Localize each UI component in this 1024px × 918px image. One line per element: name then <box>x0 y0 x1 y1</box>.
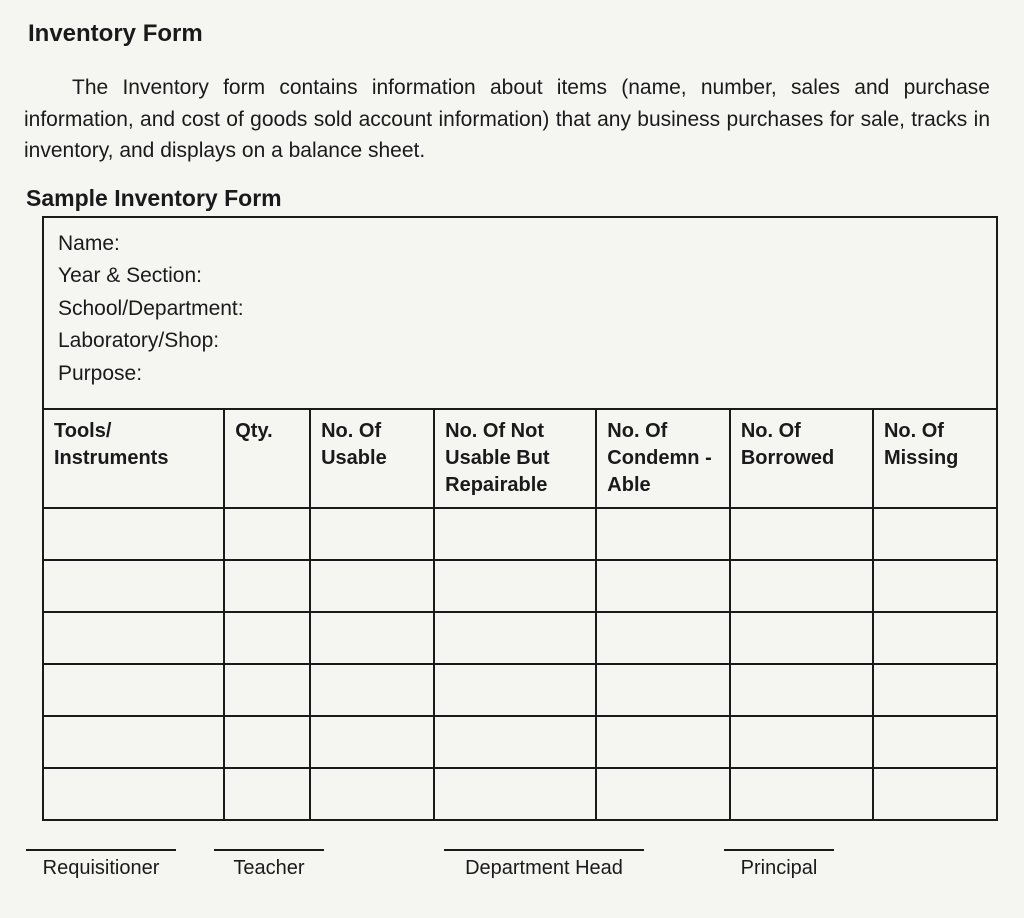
table-cell <box>434 768 596 820</box>
table-cell <box>224 560 310 612</box>
form-wrapper: Name: Year & Section: School/Department:… <box>42 216 998 822</box>
table-cell <box>596 612 730 664</box>
table-cell <box>873 716 997 768</box>
table-cell <box>224 768 310 820</box>
table-cell <box>310 768 434 820</box>
table-cell <box>873 768 997 820</box>
table-row <box>43 560 997 612</box>
table-cell <box>596 664 730 716</box>
table-row <box>43 664 997 716</box>
table-cell <box>310 716 434 768</box>
table-cell <box>310 508 434 560</box>
table-cell <box>43 664 224 716</box>
table-cell <box>43 612 224 664</box>
table-cell <box>434 716 596 768</box>
signature-label: Department Head <box>465 857 623 880</box>
inventory-table: Tools/ InstrumentsQty.No. Of UsableNo. O… <box>42 408 998 821</box>
signature-line <box>26 849 176 851</box>
table-cell <box>730 560 873 612</box>
table-cell <box>730 768 873 820</box>
table-cell <box>434 560 596 612</box>
table-row <box>43 508 997 560</box>
table-cell <box>310 664 434 716</box>
info-year-section: Year & Section: <box>58 260 982 293</box>
table-cell <box>873 508 997 560</box>
signature-label: Principal <box>741 857 818 880</box>
signature-requisitioner: Requisitioner <box>26 849 176 880</box>
table-cell <box>434 508 596 560</box>
table-cell <box>596 768 730 820</box>
table-cell <box>310 560 434 612</box>
subtitle: Sample Inventory Form <box>26 185 1000 212</box>
table-cell <box>730 612 873 664</box>
signature-line <box>214 849 324 851</box>
table-cell <box>224 716 310 768</box>
table-cell <box>873 612 997 664</box>
table-cell <box>43 508 224 560</box>
info-box: Name: Year & Section: School/Department:… <box>42 216 998 409</box>
signature-label: Teacher <box>233 857 304 880</box>
info-school-dept: School/Department: <box>58 293 982 326</box>
table-cell <box>224 612 310 664</box>
table-row <box>43 612 997 664</box>
table-cell <box>730 716 873 768</box>
table-cell <box>224 664 310 716</box>
table-cell <box>224 508 310 560</box>
table-cell <box>434 612 596 664</box>
signature-department-head: Department Head <box>444 849 644 880</box>
info-lab-shop: Laboratory/Shop: <box>58 325 982 358</box>
col-header-1: Qty. <box>224 409 310 508</box>
info-name: Name: <box>58 228 982 261</box>
col-header-3: No. Of Not Usable But Repairable <box>434 409 596 508</box>
table-cell <box>310 612 434 664</box>
table-cell <box>730 664 873 716</box>
table-cell <box>596 508 730 560</box>
info-purpose: Purpose: <box>58 358 982 391</box>
table-header-row: Tools/ InstrumentsQty.No. Of UsableNo. O… <box>43 409 997 508</box>
col-header-2: No. Of Usable <box>310 409 434 508</box>
signature-principal: Principal <box>724 849 834 880</box>
col-header-6: No. Of Missing <box>873 409 997 508</box>
table-row <box>43 716 997 768</box>
signature-line <box>724 849 834 851</box>
signature-line <box>444 849 644 851</box>
table-cell <box>43 716 224 768</box>
signature-teacher: Teacher <box>214 849 324 880</box>
table-cell <box>730 508 873 560</box>
intro-paragraph: The Inventory form contains information … <box>24 72 1000 167</box>
table-cell <box>596 560 730 612</box>
table-cell <box>873 560 997 612</box>
table-row <box>43 768 997 820</box>
page-title: Inventory Form <box>28 20 1000 48</box>
col-header-4: No. Of Condemn -Able <box>596 409 730 508</box>
signature-label: Requisitioner <box>43 857 160 880</box>
table-cell <box>434 664 596 716</box>
table-cell <box>873 664 997 716</box>
table-cell <box>43 768 224 820</box>
table-cell <box>43 560 224 612</box>
col-header-0: Tools/ Instruments <box>43 409 224 508</box>
table-cell <box>596 716 730 768</box>
signature-row: Requisitioner Teacher Department Head Princ… <box>24 849 1000 880</box>
col-header-5: No. Of Borrowed <box>730 409 873 508</box>
